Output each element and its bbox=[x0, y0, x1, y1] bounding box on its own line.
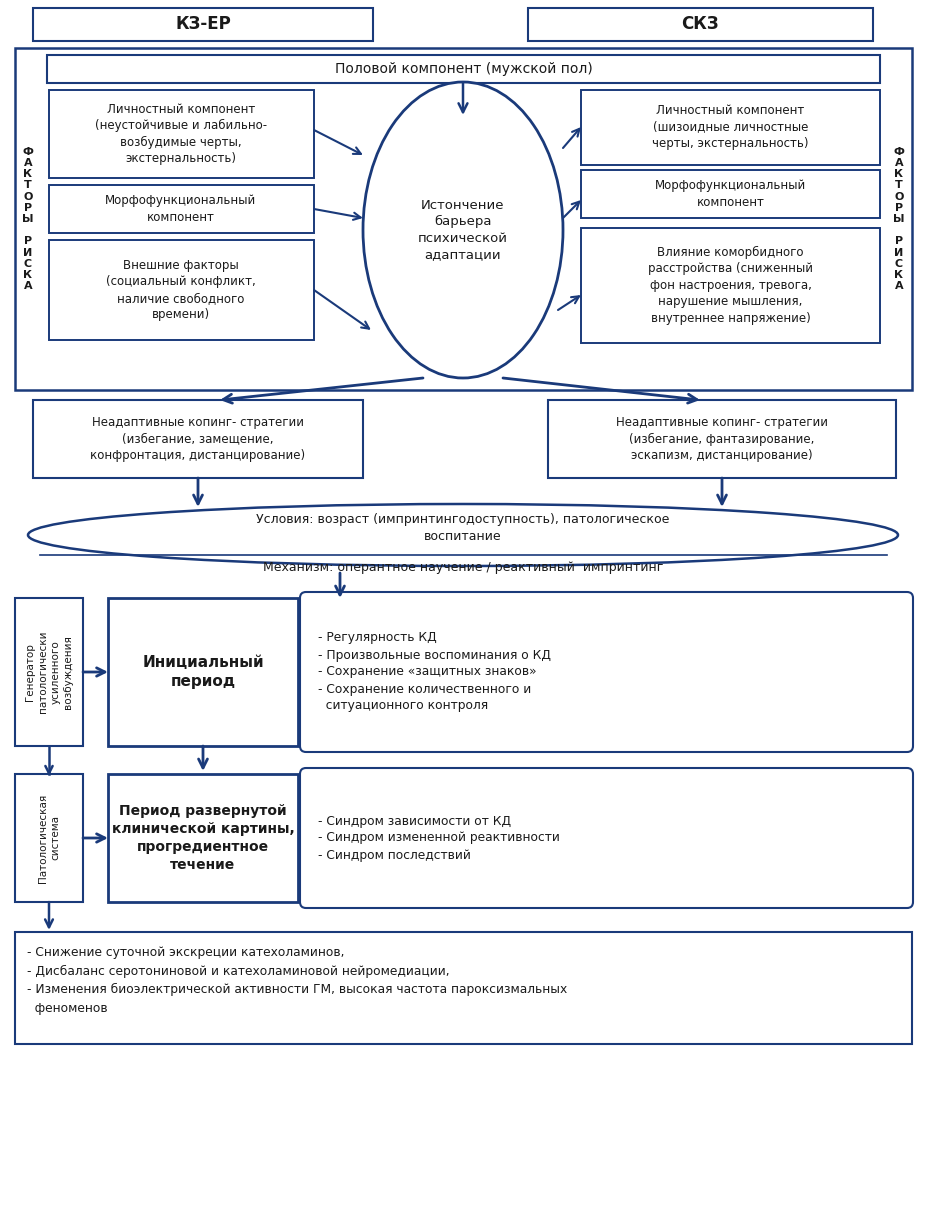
Text: Влияние коморбидного
расстройства (сниженный
фон настроения, тревога,
нарушение : Влияние коморбидного расстройства (сниже… bbox=[648, 245, 813, 325]
Text: Период развернутой
клинической картины,
прогредиентное
течение: Период развернутой клинической картины, … bbox=[111, 804, 295, 872]
Text: - Синдром зависимости от КД
- Синдром измененной реактивности
- Синдром последст: - Синдром зависимости от КД - Синдром из… bbox=[318, 815, 560, 861]
Text: Личностный компонент
(шизоидные личностные
черты, экстернальность): Личностный компонент (шизоидные личностн… bbox=[653, 104, 808, 150]
Bar bbox=[581, 228, 880, 343]
Text: Внешние факторы
(социальный конфликт,
наличие свободного
времени): Внешние факторы (социальный конфликт, на… bbox=[106, 259, 256, 321]
Text: Морфофункциональный
компонент: Морфофункциональный компонент bbox=[106, 194, 257, 223]
Text: Ф
А
К
Т
О
Р
Ы
 
Р
И
С
К
А: Ф А К Т О Р Ы Р И С К А bbox=[22, 146, 33, 292]
Text: Инициальный
период: Инициальный период bbox=[142, 655, 264, 689]
Text: Неадаптивные копинг- стратегии
(избегание, фантазирование,
эскапизм, дистанциров: Неадаптивные копинг- стратегии (избегани… bbox=[616, 416, 828, 462]
Bar bbox=[108, 773, 298, 902]
Bar bbox=[15, 773, 83, 902]
Text: Условия: возраст (импринтингодоступность), патологическое
воспитание: Условия: возраст (импринтингодоступность… bbox=[256, 514, 669, 543]
Bar bbox=[581, 90, 880, 165]
Bar bbox=[15, 598, 83, 745]
Bar bbox=[108, 598, 298, 745]
Text: - Снижение суточной экскреции катехоламинов,
- Дисбаланс серотониновой и катехол: - Снижение суточной экскреции катехолами… bbox=[27, 946, 567, 1015]
Bar bbox=[528, 9, 873, 41]
Text: Механизм: оперантное научение / реактивный  импринтинг: Механизм: оперантное научение / реактивн… bbox=[263, 560, 663, 573]
Text: Патологическая
система: Патологическая система bbox=[38, 793, 60, 882]
Text: КЗ-ЕР: КЗ-ЕР bbox=[175, 15, 231, 33]
Bar bbox=[15, 48, 912, 390]
Bar bbox=[33, 9, 373, 41]
FancyBboxPatch shape bbox=[300, 592, 913, 752]
Text: СКЗ: СКЗ bbox=[681, 15, 718, 33]
Text: Истончение
барьера
психической
адаптации: Истончение барьера психической адаптации bbox=[418, 199, 508, 261]
Bar bbox=[548, 400, 896, 478]
Text: Морфофункциональный
компонент: Морфофункциональный компонент bbox=[654, 179, 806, 209]
FancyBboxPatch shape bbox=[300, 769, 913, 908]
Text: - Регулярность КД
- Произвольные воспоминания о КД
- Сохранение «защитных знаков: - Регулярность КД - Произвольные воспоми… bbox=[318, 632, 551, 712]
Bar bbox=[49, 185, 314, 233]
Ellipse shape bbox=[28, 504, 898, 566]
Text: Ф
А
К
Т
О
Р
Ы
 
Р
И
С
К
А: Ф А К Т О Р Ы Р И С К А bbox=[894, 146, 905, 292]
Bar bbox=[33, 400, 363, 478]
Bar bbox=[15, 932, 912, 1044]
Text: Неадаптивные копинг- стратегии
(избегание, замещение,
конфронтация, дистанцирова: Неадаптивные копинг- стратегии (избегани… bbox=[91, 416, 306, 462]
Bar bbox=[581, 170, 880, 218]
Text: Половой компонент (мужской пол): Половой компонент (мужской пол) bbox=[335, 62, 592, 76]
Bar bbox=[49, 240, 314, 340]
Bar bbox=[47, 55, 880, 83]
Bar bbox=[49, 90, 314, 178]
Text: Личностный компонент
(неустойчивые и лабильно-
возбудимые черты,
экстернальность: Личностный компонент (неустойчивые и лаб… bbox=[95, 102, 267, 166]
Text: Генератор
патологически
усиленного
возбуждения: Генератор патологически усиленного возбу… bbox=[25, 631, 72, 714]
Ellipse shape bbox=[363, 82, 563, 378]
